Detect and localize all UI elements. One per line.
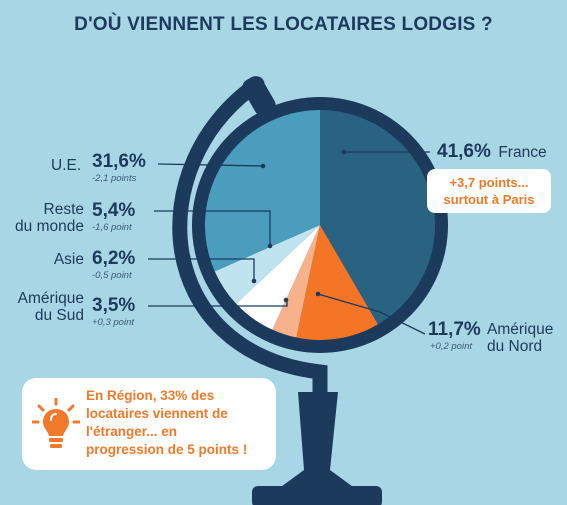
- pie-slice-am-rique-du-sud: [272, 225, 320, 338]
- value-amerique-du-nord: 11,7% +0,2 point: [428, 319, 481, 352]
- label-amerique-du-sud: Amérique du Sud: [17, 290, 84, 324]
- label-france: 41,6% France: [437, 141, 547, 162]
- value-reste-du-monde: 5,4% -1,6 point: [92, 200, 136, 233]
- value-amerique-du-sud: 3,5% +0,3 point: [92, 295, 136, 328]
- label-asie: Asie: [53, 251, 84, 268]
- label-amerique-du-nord: Amérique du Nord: [487, 321, 554, 355]
- globe-ring-cap: [242, 76, 276, 116]
- leader-lines: [148, 151, 430, 335]
- pie-slice-france: [320, 110, 435, 325]
- region-note-box: En Région, 33% des locataires viennent d…: [22, 378, 276, 470]
- globe-stand: [274, 392, 360, 492]
- pie-slice-am-rique-du-nord: [296, 225, 378, 340]
- region-note-text: En Région, 33% des locataires viennent d…: [86, 388, 248, 457]
- label-ue: U.E.: [51, 157, 82, 174]
- label-reste-du-monde: Reste du monde: [15, 201, 84, 235]
- pie-slice-reste-du-monde: [214, 225, 320, 304]
- lightbulb-icon: [32, 398, 80, 448]
- value-asie: 6,2% -0,5 point: [92, 248, 136, 281]
- pie-slice-u-e-: [205, 110, 320, 272]
- france-highlight-callout: +3,7 points... surtout à Paris: [427, 169, 551, 213]
- value-ue: 31,6% -2,1 points: [92, 151, 146, 184]
- pie-slice-asie: [236, 225, 320, 330]
- page-title: D'OÙ VIENNENT LES LOCATAIRES LODGIS ?: [74, 14, 493, 35]
